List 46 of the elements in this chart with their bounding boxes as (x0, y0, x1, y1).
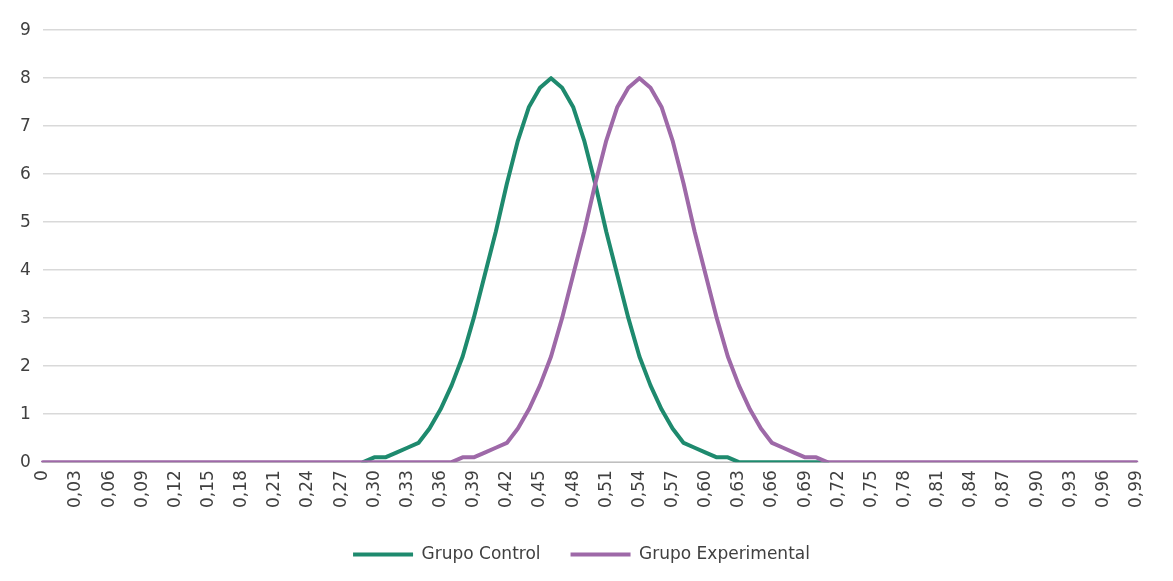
legend-label: Grupo Experimental (639, 542, 810, 563)
x-tick-label: 0,54 (627, 470, 648, 509)
x-tick-label: 0,78 (893, 470, 914, 509)
x-tick-label: 0,30 (362, 470, 383, 509)
x-tick-label: 0,51 (594, 470, 615, 509)
x-tick-label: 0,48 (561, 470, 582, 509)
x-tick-label: 0,03 (64, 470, 85, 509)
y-tick-label: 0 (19, 450, 31, 471)
y-tick-label: 2 (19, 354, 31, 375)
x-tick-label: 0,69 (793, 470, 814, 509)
x-tick-label: 0,90 (1025, 470, 1046, 509)
x-tick-label: 0,18 (230, 470, 251, 509)
y-tick-label: 9 (19, 18, 31, 39)
y-tick-label: 3 (19, 306, 31, 327)
x-tick-label: 0,57 (660, 470, 681, 509)
x-tick-label: 0,36 (428, 470, 449, 509)
y-tick-label: 8 (19, 66, 31, 87)
x-tick-label: 0,27 (329, 470, 350, 509)
x-tick-label: 0,72 (826, 470, 847, 509)
y-tick-label: 6 (19, 162, 31, 183)
x-tick-label: 0,96 (1091, 470, 1112, 509)
x-tick-label: 0,75 (859, 470, 880, 509)
x-tick-label: 0,39 (462, 470, 483, 509)
x-tick-label: 0,93 (1058, 470, 1079, 509)
y-tick-label: 1 (19, 402, 31, 423)
legend-label: Grupo Control (421, 542, 541, 563)
x-tick-label: 0,63 (727, 470, 748, 509)
x-tick-label: 0,84 (959, 470, 980, 509)
x-tick-label: 0,09 (130, 470, 151, 509)
x-tick-label: 0,15 (196, 470, 217, 509)
y-tick-label: 7 (19, 114, 31, 135)
x-tick-label: 0,60 (694, 470, 715, 509)
y-tick-label: 5 (19, 210, 31, 231)
x-tick-label: 0,06 (97, 470, 118, 509)
x-tick-label: 0,45 (528, 470, 549, 509)
x-tick-label: 0,21 (263, 470, 284, 509)
x-tick-label: 0,81 (926, 470, 947, 509)
x-tick-label: 0,42 (495, 470, 516, 509)
x-tick-label: 0,24 (296, 470, 317, 509)
x-tick-label: 0,12 (163, 470, 184, 509)
x-tick-label: 0 (31, 470, 52, 481)
x-tick-label: 0,87 (992, 470, 1013, 509)
x-tick-label: 0,66 (760, 470, 781, 509)
x-tick-label: 0,33 (395, 470, 416, 509)
y-tick-label: 4 (19, 258, 31, 279)
x-tick-label: 0,99 (1125, 470, 1146, 509)
